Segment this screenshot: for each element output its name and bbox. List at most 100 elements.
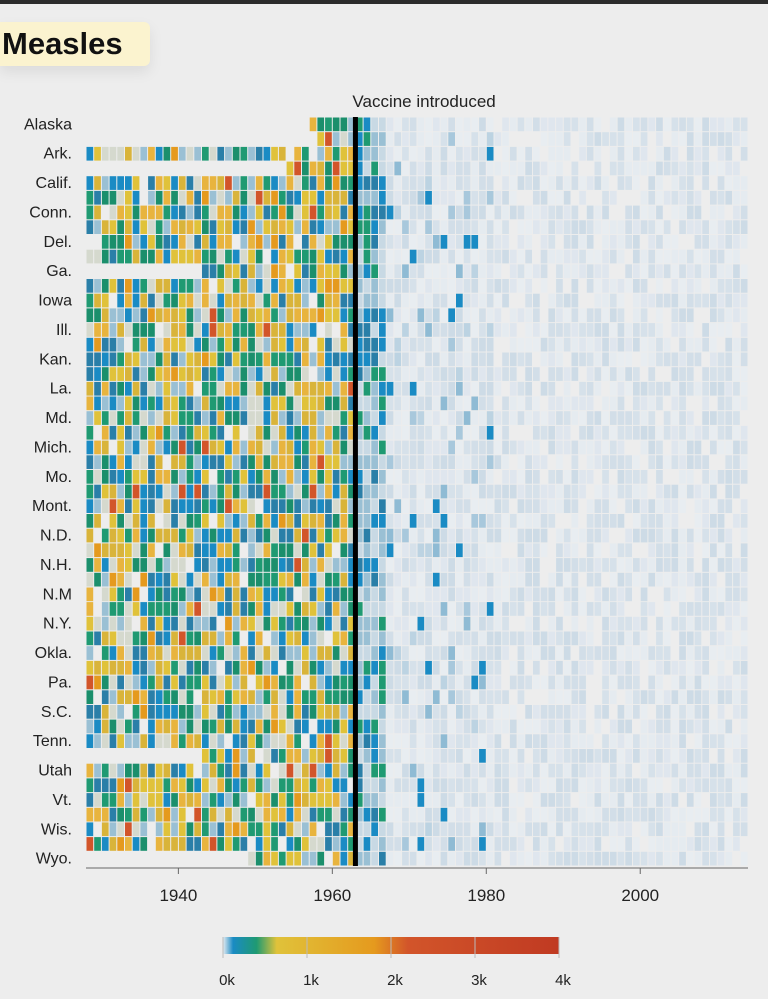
heatmap-cell xyxy=(517,249,525,264)
heatmap-cell xyxy=(148,675,155,690)
heatmap-cell xyxy=(332,455,340,469)
heatmap-cell xyxy=(663,543,671,558)
heatmap-cell xyxy=(379,705,386,719)
heatmap-cell xyxy=(648,411,656,425)
heatmap-cell xyxy=(148,352,155,367)
heatmap-cell xyxy=(479,675,486,690)
heatmap-cell xyxy=(355,352,363,367)
heatmap-cell xyxy=(202,837,209,851)
heatmap-cell xyxy=(348,484,355,499)
heatmap-cell xyxy=(432,279,440,293)
heatmap-cell xyxy=(725,616,733,631)
heatmap-cell xyxy=(140,381,148,396)
heatmap-cell xyxy=(240,455,248,469)
heatmap-cell xyxy=(479,749,486,763)
heatmap-cell xyxy=(509,323,517,337)
heatmap-cell xyxy=(571,337,579,352)
heatmap-cell xyxy=(225,455,232,469)
heatmap-cell xyxy=(625,558,632,572)
heatmap-cell xyxy=(379,675,386,690)
heatmap-cell xyxy=(132,734,140,748)
heatmap-cell xyxy=(479,235,486,249)
heatmap-cell xyxy=(286,205,294,220)
heatmap-cell xyxy=(278,793,286,807)
heatmap-cell xyxy=(278,690,286,704)
heatmap-cell xyxy=(317,249,325,264)
heatmap-cell xyxy=(710,631,717,646)
heatmap-cell xyxy=(302,176,309,190)
heatmap-cell xyxy=(502,499,509,513)
heatmap-cell xyxy=(625,279,632,293)
heatmap-cell xyxy=(302,455,309,469)
heatmap-cell xyxy=(255,264,263,279)
heatmap-cell xyxy=(602,660,609,675)
heatmap-cell xyxy=(394,484,402,499)
heatmap-cell xyxy=(540,205,548,220)
heatmap-cell xyxy=(517,572,525,587)
heatmap-cell xyxy=(440,587,448,602)
heatmap-cell xyxy=(178,352,186,367)
heatmap-cell xyxy=(540,822,548,837)
heatmap-cell xyxy=(271,308,278,323)
heatmap-cell xyxy=(710,117,717,132)
heatmap-cell xyxy=(140,396,148,411)
heatmap-cell xyxy=(494,440,502,455)
heatmap-cell xyxy=(394,396,402,411)
heatmap-cell xyxy=(340,117,348,132)
heatmap-cell xyxy=(579,484,586,499)
heatmap-cell xyxy=(456,837,463,851)
heatmap-cell xyxy=(155,572,163,587)
heatmap-cell xyxy=(101,807,109,822)
heatmap-cell xyxy=(209,793,217,807)
heatmap-cell xyxy=(332,602,340,616)
heatmap-cell xyxy=(571,220,579,234)
heatmap-cell xyxy=(425,763,432,778)
heatmap-cell xyxy=(679,411,686,425)
heatmap-cell xyxy=(440,235,448,249)
heatmap-cell xyxy=(579,352,586,367)
heatmap-cell xyxy=(463,719,471,734)
heatmap-cell xyxy=(694,440,702,455)
heatmap-cell xyxy=(417,425,425,440)
heatmap-cell xyxy=(448,514,455,528)
heatmap-cell xyxy=(302,763,309,778)
heatmap-cell xyxy=(479,381,486,396)
heatmap-cell xyxy=(725,690,733,704)
heatmap-cell xyxy=(579,425,586,440)
heatmap-cell xyxy=(717,763,725,778)
heatmap-cell xyxy=(494,631,502,646)
heatmap-cell xyxy=(309,675,317,690)
heatmap-cell xyxy=(355,763,363,778)
heatmap-cell xyxy=(194,514,201,528)
heatmap-cell xyxy=(240,176,248,190)
heatmap-cell xyxy=(348,528,355,543)
heatmap-cell xyxy=(548,381,556,396)
heatmap-cell xyxy=(440,337,448,352)
heatmap-cell xyxy=(617,660,625,675)
heatmap-cell xyxy=(717,837,725,851)
heatmap-cell xyxy=(255,146,263,161)
heatmap-cell xyxy=(633,293,640,308)
heatmap-cell xyxy=(379,763,386,778)
heatmap-cell xyxy=(217,367,225,381)
heatmap-cell xyxy=(202,176,209,190)
heatmap-cell xyxy=(202,543,209,558)
heatmap-cell xyxy=(371,161,378,176)
heatmap-cell xyxy=(625,572,632,587)
heatmap-cell xyxy=(633,749,640,763)
heatmap-cell xyxy=(679,132,686,146)
heatmap-cell xyxy=(271,602,278,616)
heatmap-cell xyxy=(625,675,632,690)
heatmap-cell xyxy=(586,822,594,837)
heatmap-cell xyxy=(548,646,556,660)
heatmap-cell xyxy=(348,543,355,558)
heatmap-cell xyxy=(640,616,648,631)
heatmap-cell xyxy=(640,822,648,837)
heatmap-cell xyxy=(140,631,148,646)
heatmap-cell xyxy=(517,646,525,660)
heatmap-cell xyxy=(117,734,124,748)
heatmap-cell xyxy=(479,734,486,748)
heatmap-cell xyxy=(617,132,625,146)
heatmap-cell xyxy=(648,807,656,822)
heatmap-cell xyxy=(355,543,363,558)
